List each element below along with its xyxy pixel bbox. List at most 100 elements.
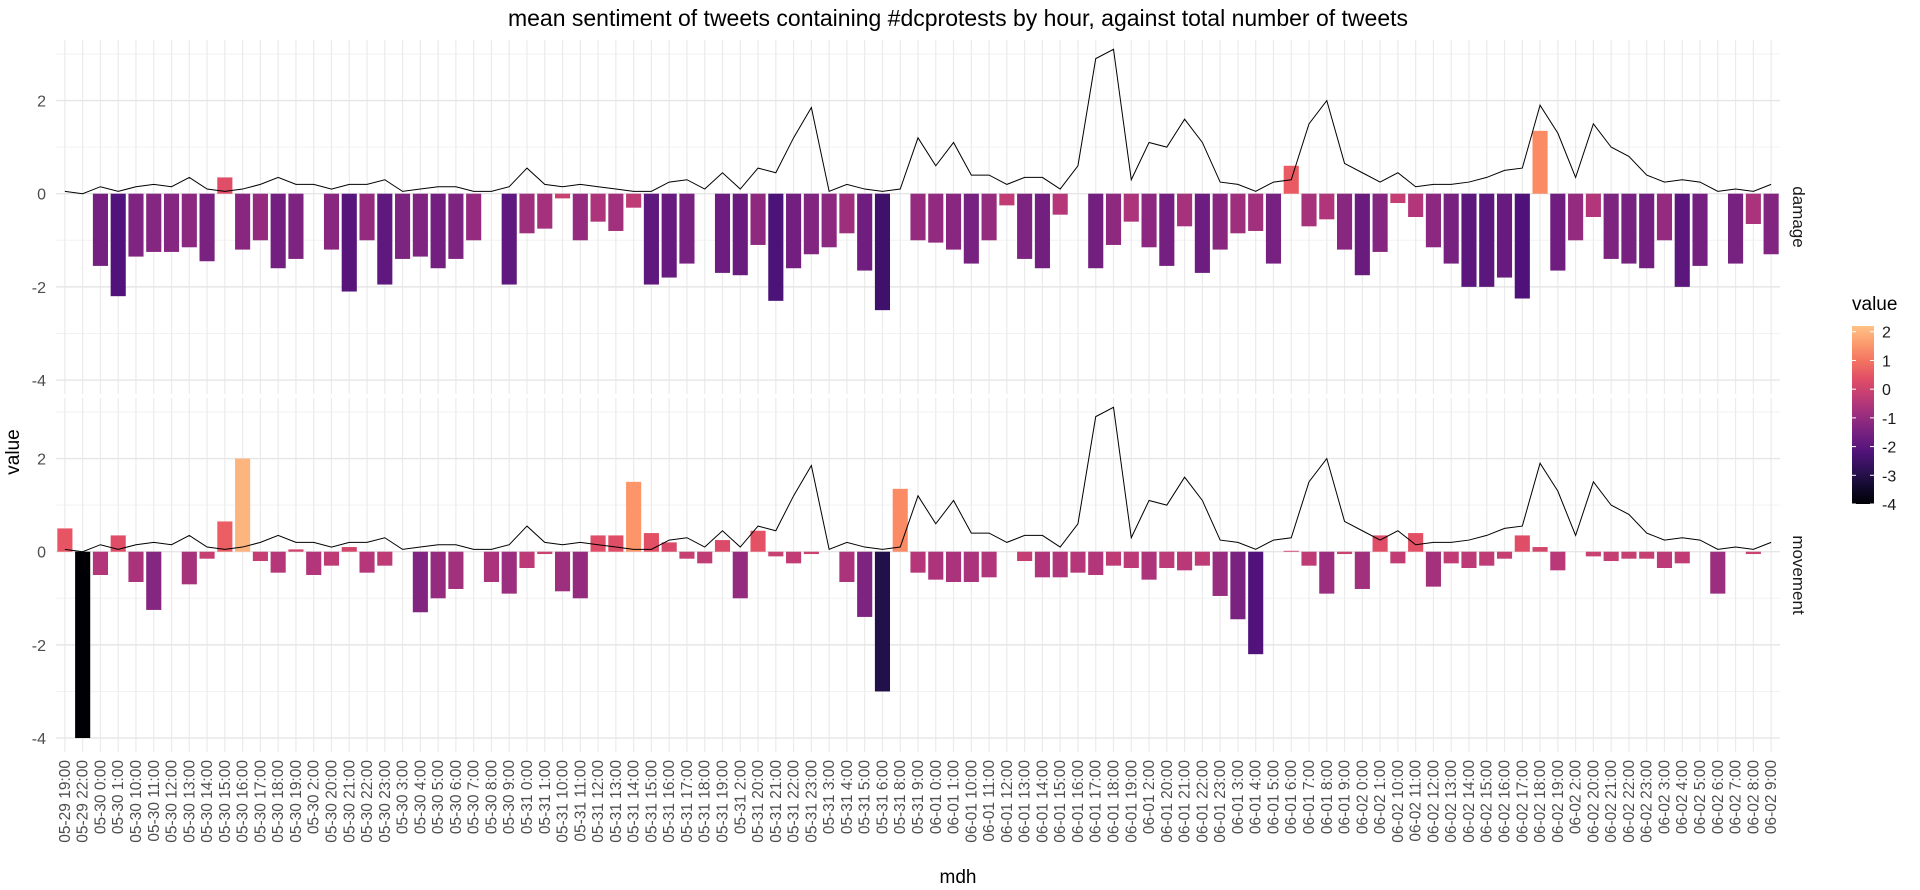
bar-movement bbox=[341, 547, 357, 552]
x-tick-label: 06-02 23:00 bbox=[1639, 760, 1656, 843]
bar-movement bbox=[448, 551, 464, 589]
x-tick-label: 05-31 8:00 bbox=[892, 760, 909, 834]
bar-damage bbox=[981, 193, 997, 241]
bar-movement bbox=[1159, 551, 1175, 569]
x-tick-label: 06-02 1:00 bbox=[1372, 760, 1389, 834]
x-tick-label: 05-30 19:00 bbox=[288, 760, 305, 843]
bar-damage bbox=[163, 193, 180, 252]
bar-damage bbox=[217, 177, 233, 194]
bar-damage bbox=[1568, 193, 1584, 241]
bar-damage bbox=[554, 193, 571, 199]
x-tick-label: 06-01 21:00 bbox=[1177, 760, 1194, 843]
bar-movement bbox=[323, 551, 340, 566]
bar-damage bbox=[430, 193, 446, 269]
bar-damage bbox=[110, 193, 126, 297]
x-tick-label: 06-02 2:00 bbox=[1568, 760, 1585, 834]
panel-strip-label: damage bbox=[1789, 186, 1808, 247]
x-tick-label: 05-30 14:00 bbox=[199, 760, 216, 843]
bar-movement bbox=[1639, 551, 1655, 559]
x-tick-label: 05-31 12:00 bbox=[590, 760, 607, 843]
bar-movement bbox=[1354, 551, 1370, 589]
x-tick-label: 06-01 22:00 bbox=[1194, 760, 1211, 843]
bar-movement bbox=[235, 458, 251, 552]
bar-movement bbox=[1461, 551, 1477, 569]
x-tick-label: 05-30 16:00 bbox=[235, 760, 252, 843]
bar-damage bbox=[608, 193, 624, 231]
bar-movement bbox=[839, 551, 855, 582]
bar-damage bbox=[1034, 193, 1050, 269]
bar-movement bbox=[430, 551, 446, 599]
bar-movement bbox=[270, 551, 286, 573]
bar-movement bbox=[1141, 551, 1157, 580]
x-tick-label: 05-31 3:00 bbox=[821, 760, 838, 834]
bar-damage bbox=[714, 193, 731, 273]
x-tick-label: 05-30 20:00 bbox=[323, 760, 340, 843]
bar-movement bbox=[1514, 535, 1530, 552]
x-tick-label: 05-30 15:00 bbox=[217, 760, 234, 843]
bar-movement bbox=[1479, 551, 1495, 566]
bar-movement bbox=[1443, 551, 1459, 564]
x-tick-label: 05-30 17:00 bbox=[252, 760, 269, 843]
bar-movement bbox=[199, 551, 215, 559]
x-tick-label: 06-02 3:00 bbox=[1656, 760, 1673, 834]
x-tick-label: 06-01 3:00 bbox=[1230, 760, 1247, 834]
x-axis-ticks: 05-29 19:00 05-29 22:00 05-30 0:00 05-30 1:… bbox=[57, 760, 1780, 843]
bar-damage bbox=[501, 193, 517, 285]
bar-damage bbox=[1585, 193, 1601, 217]
bar-movement bbox=[1603, 551, 1619, 562]
bar-movement bbox=[217, 521, 233, 552]
x-tick-label: 06-01 1:00 bbox=[946, 760, 963, 834]
bar-damage bbox=[1728, 193, 1744, 264]
x-tick-label: 06-01 23:00 bbox=[1212, 760, 1229, 843]
bar-movement bbox=[1177, 551, 1193, 571]
bar-movement bbox=[181, 551, 197, 585]
tweet-count-line bbox=[64, 48, 1772, 195]
bar-damage bbox=[1194, 193, 1210, 273]
bar-movement bbox=[945, 551, 962, 582]
bar-movement bbox=[1550, 551, 1566, 571]
bar-damage bbox=[1461, 193, 1477, 287]
bar-movement bbox=[146, 551, 162, 610]
bar-damage bbox=[1408, 193, 1424, 217]
y-tick-label: -4 bbox=[32, 731, 46, 748]
panel-movement: -4 -2 0 2 movement bbox=[32, 398, 1808, 752]
bar-movement bbox=[679, 551, 695, 559]
x-tick-label: 06-02 0:00 bbox=[1354, 760, 1371, 834]
bar-movement bbox=[57, 528, 73, 552]
bar-movement bbox=[1585, 551, 1601, 557]
bar-damage bbox=[1141, 193, 1157, 248]
bar-damage bbox=[359, 193, 375, 241]
bar-damage bbox=[1105, 193, 1122, 245]
legend-tick-label: 0 bbox=[1882, 382, 1891, 399]
x-tick-label: 05-30 23:00 bbox=[377, 760, 394, 843]
bar-movement bbox=[626, 481, 642, 552]
bar-movement bbox=[359, 551, 375, 573]
legend-tick-label: 1 bbox=[1882, 353, 1891, 370]
x-tick-label: 06-01 14:00 bbox=[1034, 760, 1051, 843]
color-legend: value 2 1 0 -1 -2 -3 -4 bbox=[1852, 294, 1897, 514]
x-tick-label: 05-30 10:00 bbox=[128, 760, 145, 843]
bar-damage bbox=[1532, 130, 1548, 194]
x-tick-label: 05-31 6:00 bbox=[874, 760, 891, 834]
x-tick-label: 06-01 17:00 bbox=[1088, 760, 1105, 843]
bar-movement bbox=[519, 551, 535, 569]
bar-damage bbox=[821, 193, 837, 248]
bar-movement bbox=[590, 535, 606, 552]
x-tick-label: 05-30 3:00 bbox=[395, 760, 412, 834]
bar-movement bbox=[1496, 551, 1513, 559]
bar-movement bbox=[661, 542, 677, 552]
bar-damage bbox=[1265, 193, 1282, 264]
bar-damage bbox=[519, 193, 535, 234]
bar-damage bbox=[999, 193, 1015, 206]
y-tick-label: 0 bbox=[37, 545, 46, 562]
bar-damage bbox=[1603, 193, 1619, 259]
x-tick-label: 06-02 5:00 bbox=[1692, 760, 1709, 834]
bar-movement bbox=[1408, 533, 1424, 552]
bar-damage bbox=[92, 193, 108, 266]
legend-tick-label: -3 bbox=[1882, 468, 1896, 485]
x-tick-label: 05-30 9:00 bbox=[501, 760, 518, 834]
x-tick-label: 06-01 5:00 bbox=[1265, 760, 1282, 834]
x-tick-label: 05-30 7:00 bbox=[466, 760, 483, 834]
bar-movement bbox=[288, 549, 304, 552]
x-tick-label: 05-31 10:00 bbox=[555, 760, 572, 843]
